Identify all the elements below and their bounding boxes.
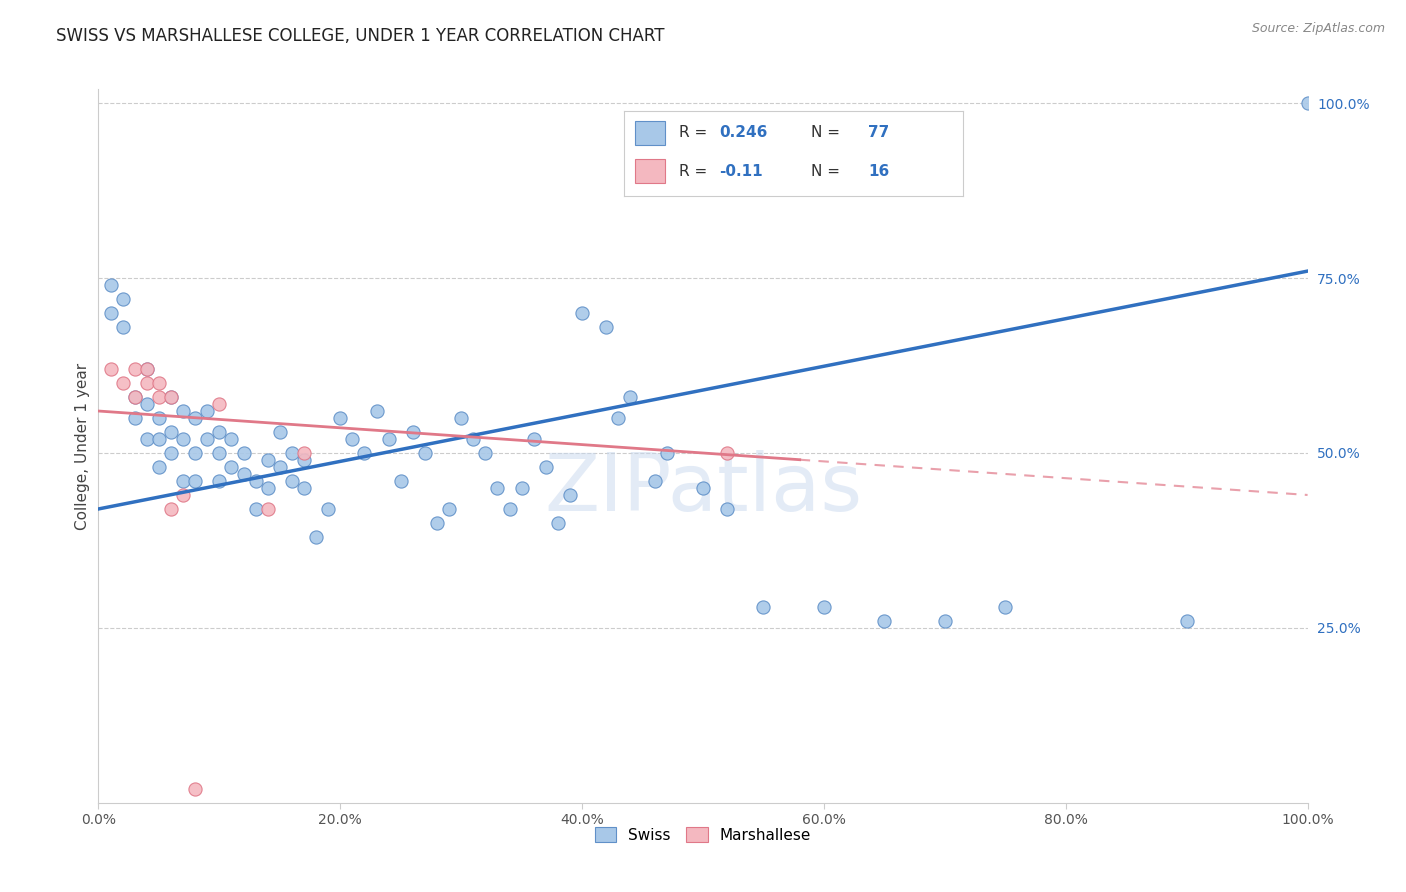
Point <box>124 362 146 376</box>
Point <box>873 614 896 628</box>
Point <box>256 502 278 516</box>
Point <box>413 446 436 460</box>
Point <box>607 411 630 425</box>
Point <box>160 390 183 404</box>
Point <box>208 446 231 460</box>
Point <box>292 453 315 467</box>
Legend: Swiss, Marshallese: Swiss, Marshallese <box>589 821 817 848</box>
Point <box>994 599 1017 614</box>
Point <box>353 446 375 460</box>
Text: SWISS VS MARSHALLESE COLLEGE, UNDER 1 YEAR CORRELATION CHART: SWISS VS MARSHALLESE COLLEGE, UNDER 1 YE… <box>56 27 665 45</box>
Point <box>523 432 546 446</box>
Point <box>934 614 956 628</box>
Point <box>172 404 194 418</box>
Point <box>366 404 388 418</box>
Point <box>813 599 835 614</box>
Point <box>172 474 194 488</box>
Text: Source: ZipAtlas.com: Source: ZipAtlas.com <box>1251 22 1385 36</box>
Point <box>111 292 134 306</box>
Point <box>111 376 134 390</box>
Point <box>195 432 218 446</box>
Point <box>160 390 183 404</box>
Point <box>510 481 533 495</box>
Point <box>547 516 569 530</box>
Point <box>184 781 207 796</box>
Point <box>232 467 254 481</box>
Point <box>437 502 460 516</box>
Point <box>135 432 157 446</box>
Point <box>148 460 170 475</box>
Point <box>655 446 678 460</box>
Point <box>377 432 399 446</box>
Point <box>221 432 243 446</box>
Point <box>135 362 157 376</box>
Point <box>100 278 122 293</box>
Point <box>644 474 666 488</box>
Point <box>1296 96 1319 111</box>
Point <box>148 432 170 446</box>
Point <box>160 446 183 460</box>
Point <box>208 425 231 439</box>
Point <box>208 397 231 411</box>
Point <box>426 516 449 530</box>
Point <box>571 306 593 320</box>
Point <box>160 425 183 439</box>
Point <box>135 362 157 376</box>
Point <box>1175 614 1198 628</box>
Point <box>245 502 267 516</box>
Y-axis label: College, Under 1 year: College, Under 1 year <box>75 362 90 530</box>
Point <box>195 404 218 418</box>
Point <box>124 411 146 425</box>
Point <box>100 306 122 320</box>
Point <box>595 320 617 334</box>
Point <box>160 502 183 516</box>
Point <box>269 425 291 439</box>
Point <box>172 432 194 446</box>
Point <box>281 474 304 488</box>
Point <box>402 425 425 439</box>
Point <box>124 390 146 404</box>
Point <box>292 481 315 495</box>
Point <box>256 481 278 495</box>
Point <box>269 460 291 475</box>
Point <box>148 376 170 390</box>
Point <box>124 390 146 404</box>
Point <box>135 397 157 411</box>
Point <box>208 474 231 488</box>
Point <box>558 488 581 502</box>
Point <box>184 411 207 425</box>
Point <box>281 446 304 460</box>
Point <box>342 432 364 446</box>
Point <box>752 599 775 614</box>
Point <box>498 502 520 516</box>
Point <box>619 390 641 404</box>
Point <box>135 376 157 390</box>
Point <box>221 460 243 475</box>
Point <box>245 474 267 488</box>
Point <box>305 530 328 544</box>
Point <box>148 390 170 404</box>
Point <box>100 362 122 376</box>
Point <box>692 481 714 495</box>
Point <box>474 446 496 460</box>
Point <box>486 481 509 495</box>
Point <box>111 320 134 334</box>
Text: ZIPatlas: ZIPatlas <box>544 450 862 528</box>
Point <box>148 411 170 425</box>
Point <box>389 474 412 488</box>
Point <box>534 460 557 475</box>
Point <box>329 411 352 425</box>
Point <box>450 411 472 425</box>
Point <box>172 488 194 502</box>
Point <box>184 474 207 488</box>
Point <box>463 432 485 446</box>
Point <box>184 446 207 460</box>
Point <box>232 446 254 460</box>
Point <box>292 446 315 460</box>
Point <box>716 502 738 516</box>
Point <box>316 502 339 516</box>
Point <box>256 453 278 467</box>
Point <box>716 446 738 460</box>
